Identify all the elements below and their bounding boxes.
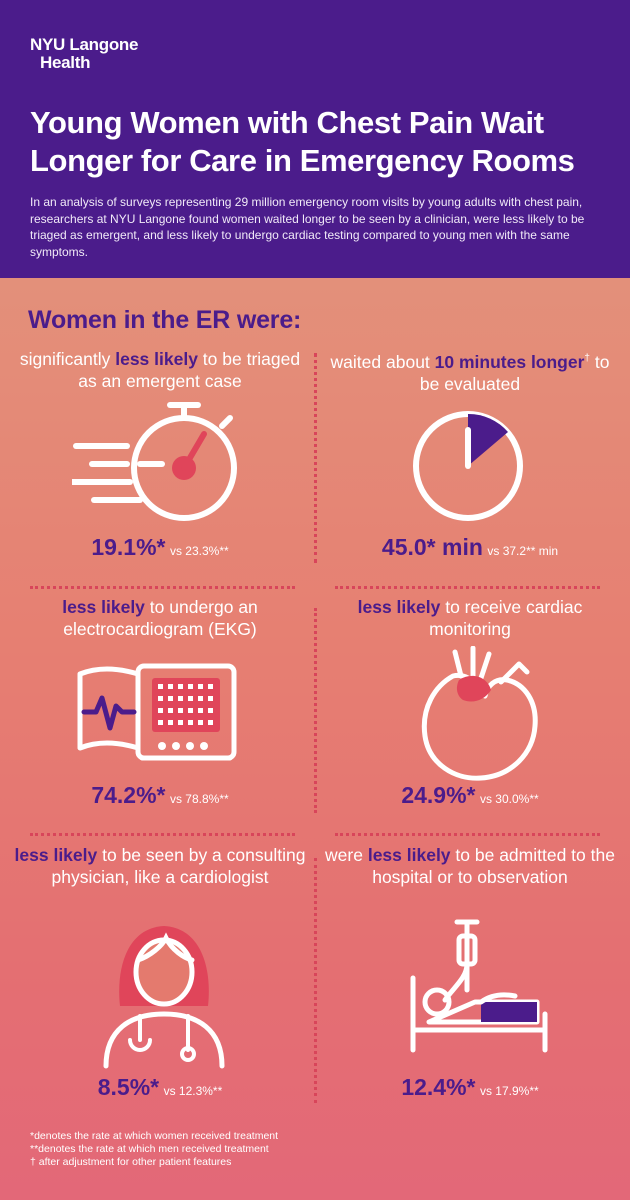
desc-pre: significantly xyxy=(19,349,116,369)
stat-value: 8.5%* xyxy=(97,1074,160,1100)
stat-triage: 19.1%* vs 23.3%** xyxy=(10,534,310,561)
stat-comparison: vs 37.2** min xyxy=(487,544,559,558)
section-title: Women in the ER were: xyxy=(28,306,302,334)
horizontal-divider xyxy=(30,833,295,836)
stat-wait-time: 45.0* min vs 37.2** min xyxy=(320,534,620,561)
desc-bold: less likely xyxy=(115,349,198,369)
desc-pre: waited about xyxy=(330,351,435,372)
logo-line-2: Health xyxy=(40,53,91,72)
desc-post: to be evaluated xyxy=(419,351,610,394)
vertical-divider xyxy=(314,608,318,813)
intro-text: In an analysis of surveys representing 2… xyxy=(30,195,585,259)
stat-value: 45.0* min xyxy=(381,534,483,560)
desc-bold: less likely xyxy=(14,845,98,865)
footnotes: *denotes the rate at which women receive… xyxy=(30,1130,278,1169)
stat-comparison: vs 12.3%** xyxy=(163,1084,223,1098)
desc-post: to be triaged as an emergent case xyxy=(78,349,301,391)
desc-post: to be admitted to the hospital or to obs… xyxy=(372,845,615,887)
desc-post: to receive cardiac monitoring xyxy=(429,597,583,639)
vertical-divider xyxy=(314,858,318,1103)
desc-bold: less likely xyxy=(62,597,145,617)
stat-comparison: vs 78.8%** xyxy=(169,792,229,806)
finding-cardiac-monitoring: less likely to receive cardiac monitorin… xyxy=(320,596,620,640)
vertical-divider xyxy=(314,353,318,563)
stat-value: 24.9%* xyxy=(401,782,476,808)
stat-admission: 12.4%* vs 17.9%** xyxy=(320,1074,620,1101)
desc-bold: less likely xyxy=(357,597,441,617)
stat-cardiac-monitoring: 24.9%* vs 30.0%** xyxy=(320,782,620,809)
stat-consulting-physician: 8.5%* vs 12.3%** xyxy=(10,1074,310,1101)
footnote-women: *denotes the rate at which women receive… xyxy=(30,1130,279,1142)
finding-triage: significantly less likely to be triaged … xyxy=(10,348,310,392)
desc-pre: were xyxy=(325,845,368,865)
physician-icon xyxy=(103,926,225,1069)
stat-value: 19.1%* xyxy=(91,534,166,560)
footnote-dagger: † after adjustment for other patient fea… xyxy=(30,1156,232,1168)
heart-icon xyxy=(421,646,538,781)
stopwatch-icon xyxy=(72,402,237,521)
logo-line-1: NYU Langone xyxy=(30,35,139,54)
desc-bold: 10 minutes longer xyxy=(434,351,585,372)
finding-wait-time: waited about 10 minutes longer† to be ev… xyxy=(320,348,620,395)
stat-value: 74.2%* xyxy=(91,782,166,808)
stat-value: 12.4%* xyxy=(401,1074,476,1100)
desc-post: to undergo an electrocardiogram (EKG) xyxy=(63,597,258,639)
desc-post: to be seen by a consulting physician, li… xyxy=(51,845,306,887)
header: NYU Langone Health Young Women with Ches… xyxy=(0,0,630,278)
finding-admission: were less likely to be admitted to the h… xyxy=(320,844,620,888)
stat-comparison: vs 23.3%** xyxy=(169,544,229,558)
stat-ekg: 74.2%* vs 78.8%** xyxy=(10,782,310,809)
dagger-mark: † xyxy=(584,353,590,364)
horizontal-divider xyxy=(335,833,600,836)
footnote-men: **denotes the rate at which men received… xyxy=(30,1143,269,1155)
desc-bold: less likely xyxy=(367,845,451,865)
page-title: Young Women with Chest Pain Wait Longer … xyxy=(30,105,575,178)
ekg-machine-icon xyxy=(77,663,237,761)
nyu-langone-logo: NYU Langone Health xyxy=(30,36,138,72)
finding-consulting-physician: less likely to be seen by a consulting p… xyxy=(10,844,310,888)
stat-comparison: vs 30.0%** xyxy=(479,792,539,806)
clock-icon xyxy=(413,411,523,521)
findings-section: Women in the ER were: significantly less… xyxy=(0,278,630,1200)
hospital-bed-icon xyxy=(410,919,548,1053)
horizontal-divider xyxy=(335,586,600,589)
stat-comparison: vs 17.9%** xyxy=(479,1084,539,1098)
finding-ekg: less likely to undergo an electrocardiog… xyxy=(10,596,310,640)
horizontal-divider xyxy=(30,586,295,589)
